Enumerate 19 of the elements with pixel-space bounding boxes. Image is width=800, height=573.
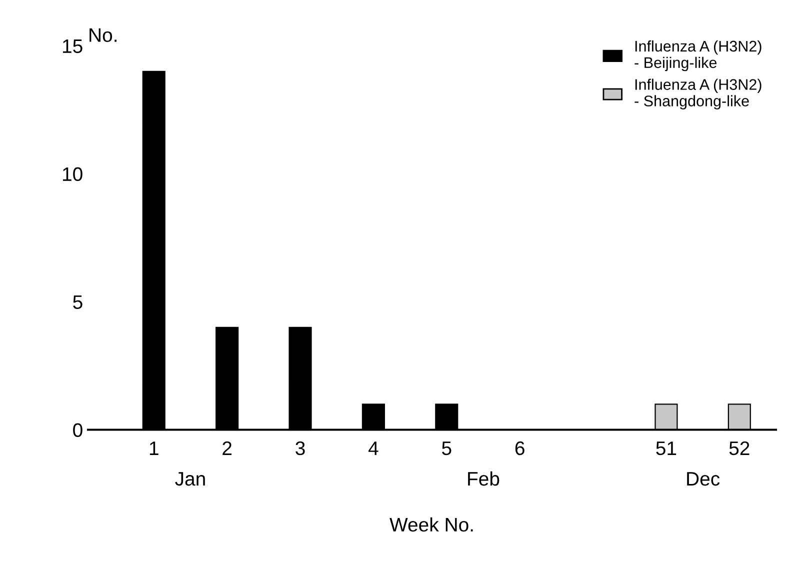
legend-label: Influenza A (H3N2) - Shangdong-like bbox=[634, 78, 762, 110]
x-tick-label: 51 bbox=[656, 442, 676, 456]
x-tick-label: 6 bbox=[515, 441, 524, 456]
x-tick-label: 3 bbox=[296, 441, 305, 456]
x-tick-label: 2 bbox=[222, 441, 232, 455]
text: Dec bbox=[687, 472, 720, 486]
x-tick-label: 5 bbox=[442, 442, 452, 456]
x-axis-title: Week No. bbox=[390, 517, 473, 532]
x-tick-label: 4 bbox=[368, 442, 378, 455]
y-tick-label: 10 bbox=[62, 167, 82, 182]
y-tick-label: 0 bbox=[73, 423, 82, 437]
y-axis-title: No. bbox=[90, 28, 116, 42]
text: Jan bbox=[175, 472, 205, 486]
text: Feb bbox=[468, 471, 500, 486]
x-tick-label: 1 bbox=[150, 442, 158, 455]
x-tick-label: 52 bbox=[729, 441, 750, 456]
y-tick-label: 5 bbox=[73, 295, 82, 310]
legend-label: Influenza A (H3N2) - Beijing-like bbox=[634, 40, 762, 72]
y-tick-label: 15 bbox=[62, 40, 82, 54]
